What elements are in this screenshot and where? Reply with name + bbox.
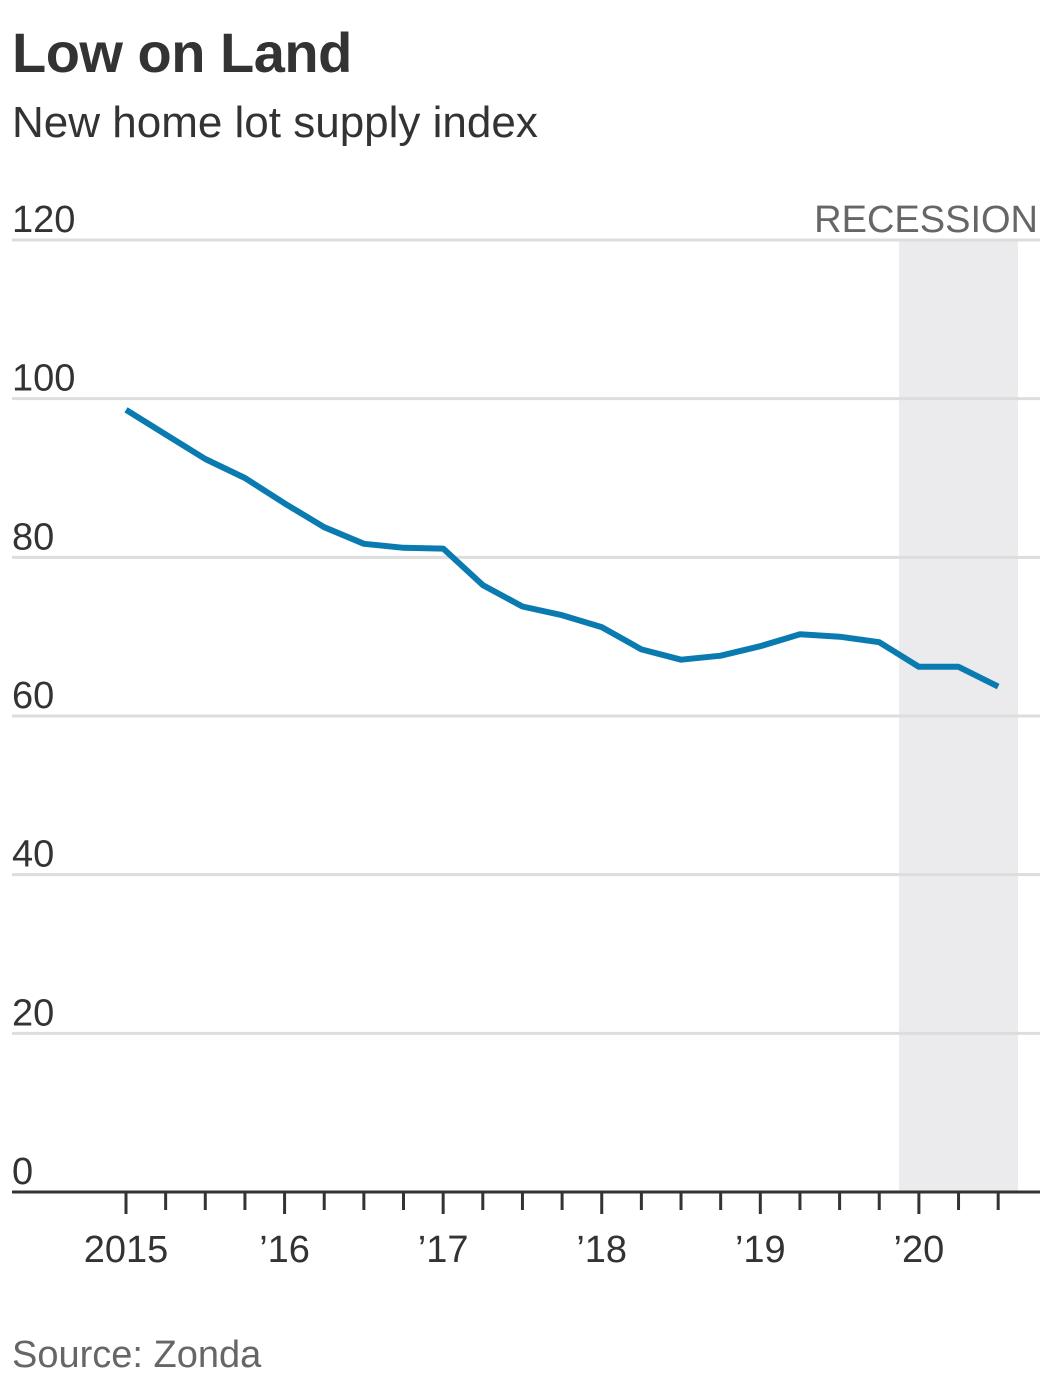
series-group — [124, 407, 1000, 690]
x-tick-label: ’17 — [418, 1229, 469, 1271]
y-tick-label: 120 — [12, 199, 75, 241]
chart-title: Low on Land — [12, 21, 352, 84]
gridlines — [12, 238, 1040, 1035]
x-tick-label: ’19 — [735, 1229, 786, 1271]
source-note: Source: Zonda — [12, 1334, 262, 1376]
y-tick-label: 80 — [12, 516, 54, 558]
x-tick-label: ’20 — [894, 1229, 945, 1271]
x-tick-label: ’16 — [259, 1229, 310, 1271]
x-axis — [12, 1190, 1040, 1214]
y-tick-label: 0 — [12, 1151, 33, 1193]
recession-label: RECESSION — [814, 199, 1038, 241]
y-tick-label: 60 — [12, 675, 54, 717]
x-tick-label: 2015 — [84, 1229, 169, 1271]
series-line — [124, 407, 1000, 690]
tick-labels: RECESSION 0 20 40 60 80 100 120 2015 ’16 ’17 ’18 ’19… — [12, 199, 1038, 1271]
y-tick-label: 100 — [12, 358, 75, 400]
chart-subtitle: New home lot supply index — [12, 98, 538, 147]
y-tick-label: 20 — [12, 992, 54, 1034]
y-tick-label: 40 — [12, 834, 54, 876]
x-tick-label: ’18 — [576, 1229, 627, 1271]
